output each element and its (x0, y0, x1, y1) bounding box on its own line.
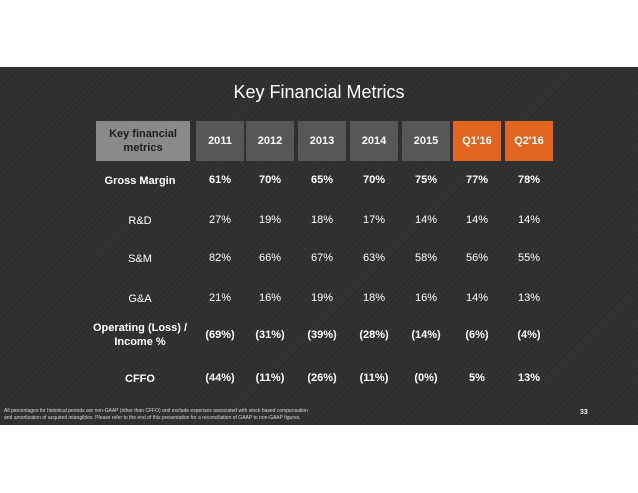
table-cell: (31%) (255, 329, 285, 341)
table-cell: 18% (310, 214, 334, 226)
table-cell: 14% (465, 292, 489, 304)
table-cell: (28%) (359, 329, 389, 341)
table-cell: 27% (208, 214, 232, 226)
table-cell: 65% (310, 174, 334, 186)
table-cell: 16% (258, 292, 282, 304)
table-cell: (11%) (359, 372, 389, 384)
table-cell: 14% (517, 214, 541, 226)
column-header-q216: Q2'16 (505, 121, 553, 161)
table-cell: 66% (258, 252, 282, 264)
table-cell: 19% (258, 214, 282, 226)
row-label: S&M (128, 253, 152, 265)
column-header-2011: 2011 (196, 121, 244, 161)
table-row: G&A 21% 16% 19% 18% 16% 14% 13% (0, 291, 638, 311)
table-cell: 5% (469, 372, 485, 384)
table-cell: 63% (362, 252, 386, 264)
slide: Key Financial Metrics Key financial metr… (0, 67, 638, 425)
table-cell: (69%) (205, 329, 235, 341)
column-header-2013: 2013 (298, 121, 346, 161)
table-cell: 55% (517, 252, 541, 264)
page-number: 33 (580, 409, 588, 416)
table-row: S&M 82% 66% 67% 63% 58% 56% 55% (0, 251, 638, 271)
table-cell: 61% (208, 174, 232, 186)
table-cell: 78% (517, 174, 541, 186)
row-label: Operating (Loss) / Income % (92, 322, 188, 348)
table-cell: (0%) (414, 372, 438, 384)
row-label: CFFO (125, 373, 155, 385)
table-cell: 19% (310, 292, 334, 304)
table-cell: 70% (258, 174, 282, 186)
table-cell: 82% (208, 252, 232, 264)
table-cell: 13% (517, 372, 541, 384)
slide-title: Key Financial Metrics (233, 82, 405, 102)
table-cell: 21% (208, 292, 232, 304)
table-cell: 77% (465, 174, 489, 186)
table-row: Gross Margin 61% 70% 65% 70% 75% 77% 78% (0, 173, 638, 193)
column-header-2015: 2015 (402, 121, 450, 161)
table-cell: 16% (414, 292, 438, 304)
table-cell: 58% (414, 252, 438, 264)
column-header-2014: 2014 (350, 121, 398, 161)
table-cell: (4%) (517, 329, 541, 341)
table-cell: (6%) (465, 329, 489, 341)
table-cell: 14% (414, 214, 438, 226)
footnote: All percentages for historical periods a… (4, 408, 484, 422)
column-header-2012: 2012 (246, 121, 294, 161)
table-cell: (44%) (205, 372, 235, 384)
column-header-q116: Q1'16 (453, 121, 501, 161)
table-cell: 17% (362, 214, 386, 226)
table-cell: (11%) (255, 372, 285, 384)
table-cell: (39%) (307, 329, 337, 341)
footnote-line-2: and amortization of acquired intangibles… (4, 415, 301, 421)
row-label: G&A (128, 293, 152, 305)
table-row: Operating (Loss) / Income % (69%) (31%) (39… (0, 322, 638, 348)
table-row: CFFO (44%) (11%) (26%) (11%) (0%) 5% 13% (0, 371, 638, 391)
row-label: R&D (128, 215, 152, 227)
table-header-label: Key financial metrics (96, 121, 190, 161)
table-cell: 13% (517, 292, 541, 304)
table-cell: (14%) (411, 329, 441, 341)
row-label: Gross Margin (104, 175, 176, 187)
footnote-line-1: All percentages for historical periods a… (4, 408, 308, 414)
table-cell: 18% (362, 292, 386, 304)
table-cell: 70% (362, 174, 386, 186)
table-row: R&D 27% 19% 18% 17% 14% 14% 14% (0, 213, 638, 233)
table-cell: 56% (465, 252, 489, 264)
table-cell: (26%) (307, 372, 337, 384)
table-cell: 14% (465, 214, 489, 226)
table-cell: 75% (414, 174, 438, 186)
table-cell: 67% (310, 252, 334, 264)
